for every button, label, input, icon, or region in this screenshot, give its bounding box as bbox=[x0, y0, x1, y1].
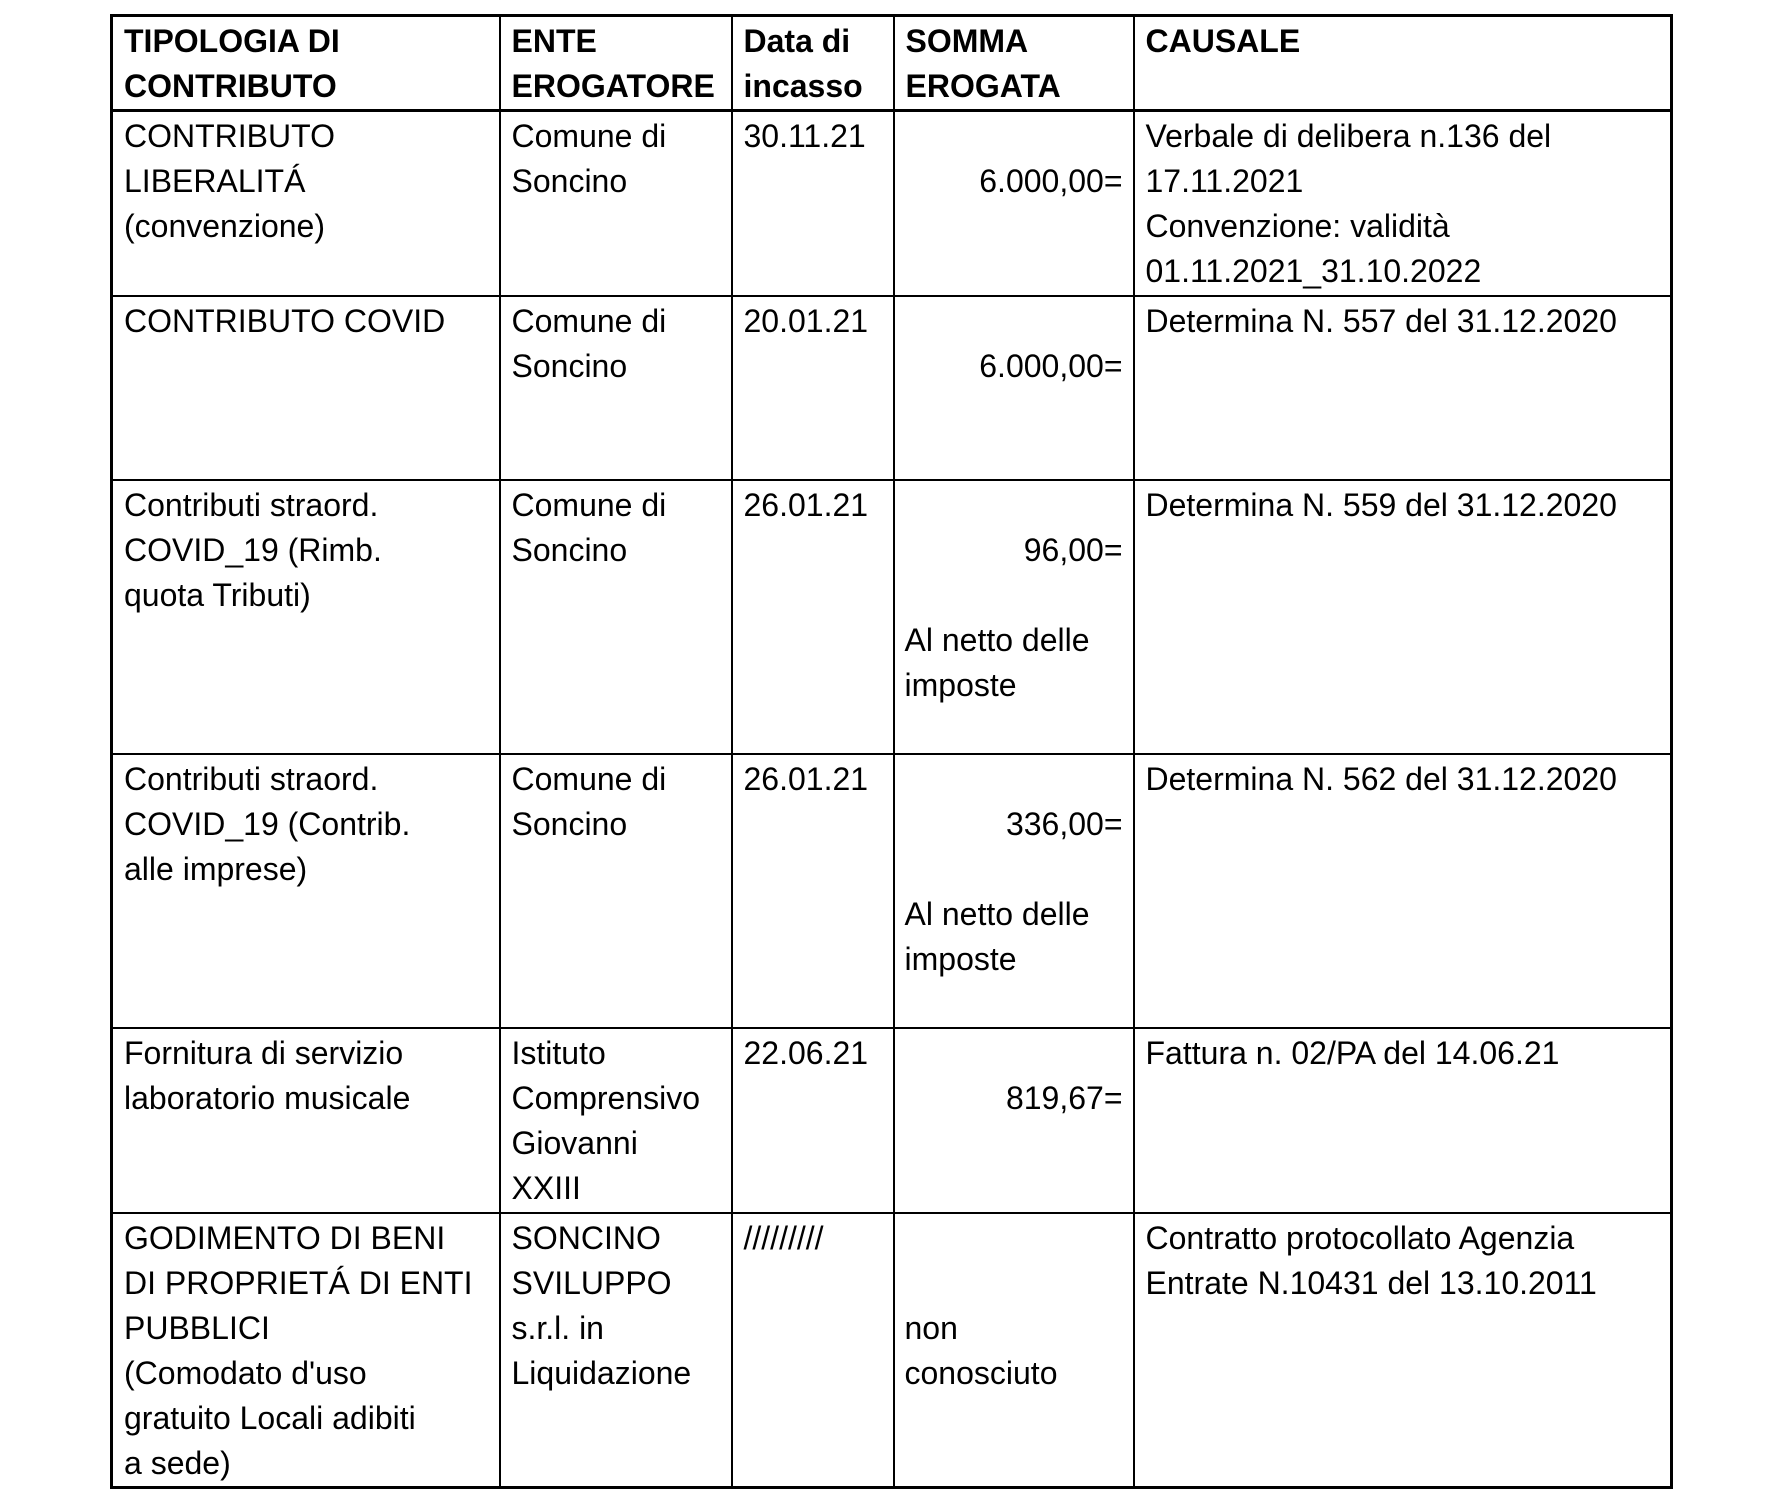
table-header-row: TIPOLOGIA DI CONTRIBUTO ENTE EROGATORE D… bbox=[110, 14, 1673, 112]
cell-data-incasso: 30.11.21 bbox=[730, 109, 895, 297]
contributions-table: TIPOLOGIA DI CONTRIBUTO ENTE EROGATORE D… bbox=[110, 14, 1673, 1489]
table-row: Contributi straord. COVID_19 (Rimb. quot… bbox=[110, 478, 1673, 755]
cell-somma-erogata: 336,00= Al netto delle imposte bbox=[892, 752, 1135, 1029]
somma-note: Al netto delle imposte bbox=[904, 895, 1090, 977]
header-tipologia-di-contributo: TIPOLOGIA DI CONTRIBUTO bbox=[110, 14, 501, 112]
cell-tipologia: Fornitura di servizio laboratorio musica… bbox=[110, 1026, 501, 1214]
somma-note: non conosciuto bbox=[904, 1309, 1058, 1391]
cell-tipologia: CONTRIBUTO LIBERALITÁ (convenzione) bbox=[110, 109, 501, 297]
cell-ente-erogatore: Comune di Soncino bbox=[498, 294, 733, 481]
header-causale: CAUSALE bbox=[1132, 14, 1673, 112]
cell-causale: Verbale di delibera n.136 del 17.11.2021… bbox=[1132, 109, 1673, 297]
header-ente-erogatore: ENTE EROGATORE bbox=[498, 14, 733, 112]
cell-tipologia: CONTRIBUTO COVID bbox=[110, 294, 501, 481]
cell-data-incasso: 22.06.21 bbox=[730, 1026, 895, 1214]
cell-tipologia: Contributi straord. COVID_19 (Rimb. quot… bbox=[110, 478, 501, 755]
document-page: TIPOLOGIA DI CONTRIBUTO ENTE EROGATORE D… bbox=[110, 14, 1673, 1489]
somma-amount: 336,00= bbox=[1005, 805, 1123, 842]
cell-causale: Fattura n. 02/PA del 14.06.21 bbox=[1132, 1026, 1673, 1214]
cell-somma-erogata: 6.000,00= bbox=[892, 294, 1135, 481]
header-data-di-incasso: Data di incasso bbox=[730, 14, 895, 112]
cell-tipologia: GODIMENTO DI BENI DI PROPRIETÁ DI ENTI P… bbox=[110, 1211, 501, 1488]
cell-causale: Determina N. 557 del 31.12.2020 bbox=[1132, 294, 1673, 481]
table-row: GODIMENTO DI BENI DI PROPRIETÁ DI ENTI P… bbox=[110, 1211, 1673, 1488]
cell-somma-erogata: 819,67= bbox=[892, 1026, 1135, 1214]
cell-causale: Determina N. 562 del 31.12.2020 bbox=[1132, 752, 1673, 1029]
cell-ente-erogatore: Comune di Soncino bbox=[498, 752, 733, 1029]
cell-causale: Contratto protocollato Agenzia Entrate N… bbox=[1132, 1211, 1673, 1488]
cell-data-incasso: 20.01.21 bbox=[730, 294, 895, 481]
cell-causale: Determina N. 559 del 31.12.2020 bbox=[1132, 478, 1673, 755]
somma-amount: 96,00= bbox=[1023, 531, 1123, 568]
table-row: Contributi straord. COVID_19 (Contrib. a… bbox=[110, 752, 1673, 1029]
header-somma-erogata: SOMMA EROGATA bbox=[892, 14, 1135, 112]
cell-ente-erogatore: Istituto Comprensivo Giovanni XXIII bbox=[498, 1026, 733, 1214]
cell-data-incasso: 26.01.21 bbox=[730, 752, 895, 1029]
somma-amount: 6.000,00= bbox=[979, 347, 1123, 384]
somma-note: Al netto delle imposte bbox=[904, 621, 1090, 703]
table-row: CONTRIBUTO LIBERALITÁ (convenzione) Comu… bbox=[110, 109, 1673, 297]
cell-data-incasso: 26.01.21 bbox=[730, 478, 895, 755]
somma-amount: 819,67= bbox=[1005, 1079, 1123, 1116]
table-row: CONTRIBUTO COVID Comune di Soncino 20.01… bbox=[110, 294, 1673, 481]
cell-data-incasso: ///////// bbox=[730, 1211, 895, 1488]
cell-somma-erogata: non conosciuto bbox=[892, 1211, 1135, 1488]
table-row: Fornitura di servizio laboratorio musica… bbox=[110, 1026, 1673, 1214]
somma-amount: 6.000,00= bbox=[979, 163, 1123, 199]
cell-somma-erogata: 6.000,00= bbox=[892, 109, 1135, 297]
cell-somma-erogata: 96,00= Al netto delle imposte bbox=[892, 478, 1135, 755]
cell-ente-erogatore: Comune di Soncino bbox=[498, 478, 733, 755]
cell-tipologia: Contributi straord. COVID_19 (Contrib. a… bbox=[110, 752, 501, 1029]
cell-ente-erogatore: Comune di Soncino bbox=[498, 109, 733, 297]
cell-ente-erogatore: SONCINO SVILUPPO s.r.l. in Liquidazione bbox=[498, 1211, 733, 1488]
